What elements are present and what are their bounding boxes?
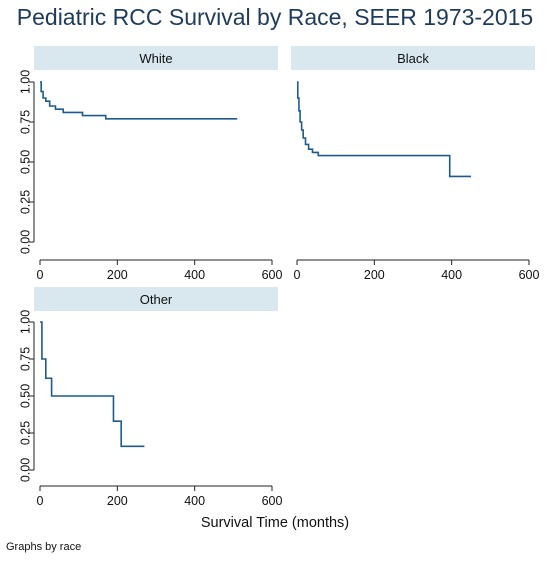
x-tick-label: 400 xyxy=(441,268,462,282)
panel-header xyxy=(34,46,278,70)
x-tick-label: 400 xyxy=(184,494,205,508)
panel-header xyxy=(291,46,535,70)
panel-header xyxy=(34,287,278,311)
y-tick-label: 1.00 xyxy=(18,70,32,94)
y-tick-label: 0.75 xyxy=(18,110,32,134)
y-tick-label: 0.00 xyxy=(18,458,32,482)
chart-title: Pediatric RCC Survival by Race, SEER 197… xyxy=(16,4,534,30)
y-tick-label: 0.25 xyxy=(18,421,32,445)
survival-curve-black xyxy=(296,81,471,178)
y-tick-label: 0.00 xyxy=(18,230,32,254)
y-tick-label: 0.25 xyxy=(18,190,32,214)
panel-header-label: Other xyxy=(140,292,173,307)
x-axis-label: Survival Time (months) xyxy=(200,515,350,531)
panel-other: Other 0.00 0.25 0.50 0.75 1.00 0 200 400 600 xyxy=(18,287,282,508)
x-tick-label: 200 xyxy=(364,268,385,282)
x-tick-label: 200 xyxy=(107,494,128,508)
survival-curve-other xyxy=(40,321,145,448)
x-tick-label: 0 xyxy=(294,268,301,282)
x-tick-label: 200 xyxy=(107,268,128,282)
x-tick-label: 600 xyxy=(262,494,283,508)
x-tick-label: 0 xyxy=(37,494,44,508)
panel-black: Black 0 200 400 600 xyxy=(291,46,539,282)
x-tick-label: 600 xyxy=(519,268,540,282)
footnote: Graphs by race xyxy=(6,541,82,553)
y-tick-label: 0.50 xyxy=(18,384,32,408)
x-tick-label: 400 xyxy=(184,268,205,282)
y-tick-label: 0.75 xyxy=(18,347,32,371)
y-tick-label: 0.50 xyxy=(18,150,32,174)
y-tick-label: 1.00 xyxy=(18,310,32,334)
x-tick-label: 600 xyxy=(262,268,283,282)
panel-header-label: White xyxy=(139,51,172,66)
survival-curve-white xyxy=(40,81,238,120)
x-tick-label: 0 xyxy=(37,268,44,282)
panel-white: White 0.00 0.25 0.50 0.75 1.00 0 200 400 600 xyxy=(18,46,282,282)
panel-header-label: Black xyxy=(397,51,429,66)
